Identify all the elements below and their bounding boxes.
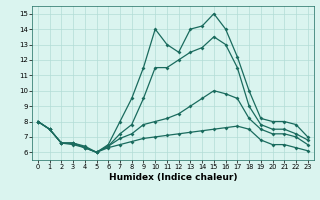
X-axis label: Humidex (Indice chaleur): Humidex (Indice chaleur) [108,173,237,182]
